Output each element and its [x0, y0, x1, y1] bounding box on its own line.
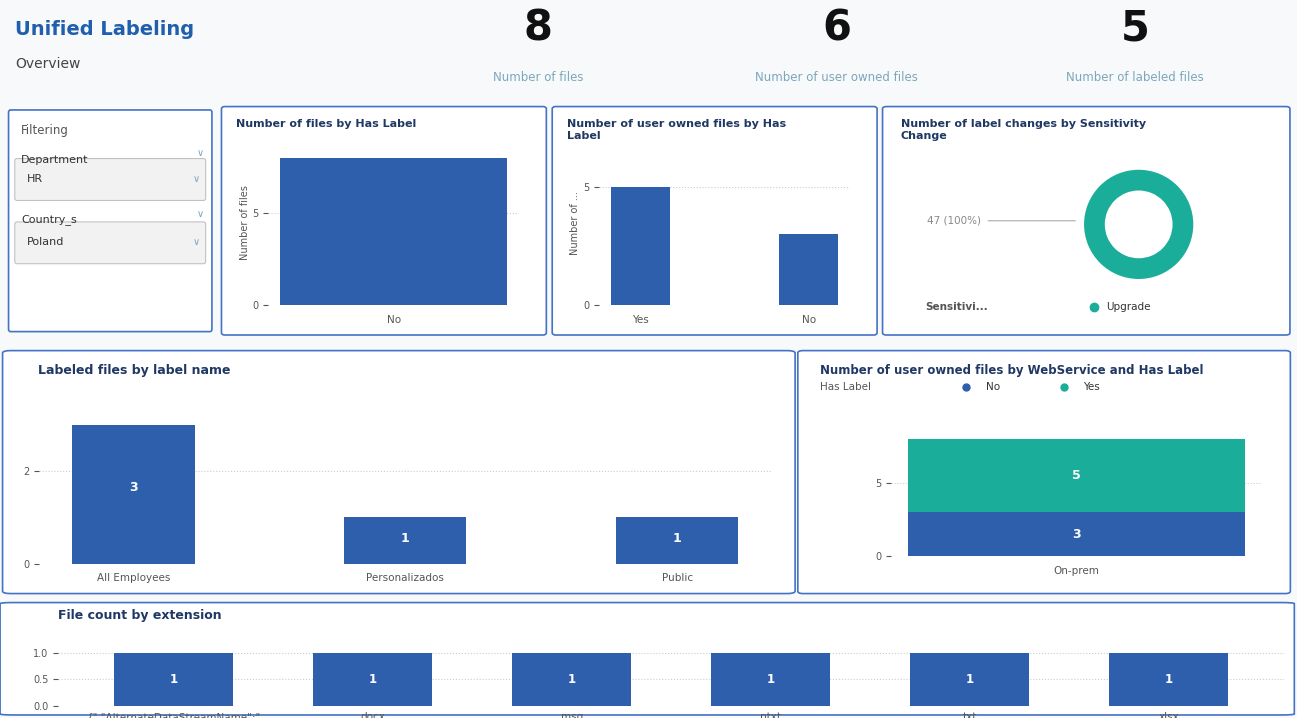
Bar [313, 653, 432, 706]
Text: Labeled files by label name: Labeled files by label name [38, 364, 231, 377]
Text: Upgrade: Upgrade [1106, 302, 1150, 312]
Text: 3: 3 [1073, 528, 1080, 541]
Text: Number of label changes by Sensitivity
Change: Number of label changes by Sensitivity C… [900, 119, 1145, 141]
Text: ∨: ∨ [197, 210, 204, 220]
Text: 1: 1 [673, 531, 682, 545]
Text: Sensitivi...: Sensitivi... [925, 302, 987, 312]
Text: 1: 1 [401, 531, 410, 545]
Bar [711, 653, 830, 706]
Text: 1: 1 [767, 673, 774, 686]
Bar [344, 518, 467, 564]
Text: 3: 3 [130, 481, 137, 494]
Text: Number of files: Number of files [493, 70, 584, 84]
Bar [616, 518, 738, 564]
FancyBboxPatch shape [0, 602, 1294, 715]
Text: HR: HR [27, 174, 43, 184]
Text: Country_s: Country_s [21, 214, 77, 225]
Bar [73, 425, 195, 564]
Bar [908, 439, 1245, 513]
Bar [114, 653, 233, 706]
Text: ∨: ∨ [192, 237, 200, 247]
Text: 1: 1 [170, 673, 178, 686]
Text: Number of user owned files by WebService and Has Label: Number of user owned files by WebService… [820, 364, 1204, 377]
Text: Number of user owned files: Number of user owned files [755, 70, 918, 84]
Bar [779, 234, 838, 305]
Text: ∨: ∨ [192, 174, 200, 184]
Text: 5: 5 [1073, 469, 1080, 482]
Text: 1: 1 [965, 673, 974, 686]
Text: File count by extension: File count by extension [58, 609, 222, 622]
Text: 1: 1 [1165, 673, 1172, 686]
Text: 1: 1 [368, 673, 377, 686]
Bar [1109, 653, 1228, 706]
Bar [611, 187, 669, 305]
FancyBboxPatch shape [553, 106, 877, 335]
FancyBboxPatch shape [882, 106, 1291, 335]
Y-axis label: Number of files: Number of files [240, 185, 250, 260]
Text: ∨: ∨ [197, 149, 204, 159]
Bar [910, 653, 1030, 706]
FancyBboxPatch shape [798, 350, 1291, 594]
Text: Number of user owned files by Has
Label: Number of user owned files by Has Label [567, 119, 786, 141]
Text: 6: 6 [822, 8, 851, 50]
Text: Poland: Poland [27, 237, 65, 247]
Bar [908, 513, 1245, 556]
Text: 47 (100%): 47 (100%) [927, 216, 982, 225]
Text: 1: 1 [568, 673, 576, 686]
Text: Filtering: Filtering [21, 123, 69, 136]
Text: Number of files by Has Label: Number of files by Has Label [236, 119, 416, 129]
Text: No: No [986, 382, 1000, 392]
Text: 8: 8 [524, 8, 553, 50]
FancyBboxPatch shape [9, 110, 211, 332]
Text: Yes: Yes [1083, 382, 1100, 392]
Text: Department: Department [21, 155, 88, 165]
Text: Has Label: Has Label [820, 382, 870, 392]
Bar [512, 653, 632, 706]
FancyBboxPatch shape [3, 350, 795, 594]
Text: Overview: Overview [16, 57, 80, 71]
Text: Number of labeled files: Number of labeled files [1066, 70, 1204, 84]
Y-axis label: Number of ...: Number of ... [571, 191, 581, 254]
Text: Unified Labeling: Unified Labeling [16, 19, 195, 39]
Wedge shape [1083, 168, 1195, 280]
FancyBboxPatch shape [14, 159, 206, 200]
Bar [280, 159, 507, 305]
FancyBboxPatch shape [222, 106, 546, 335]
FancyBboxPatch shape [14, 222, 206, 264]
Text: 5: 5 [1121, 8, 1149, 50]
